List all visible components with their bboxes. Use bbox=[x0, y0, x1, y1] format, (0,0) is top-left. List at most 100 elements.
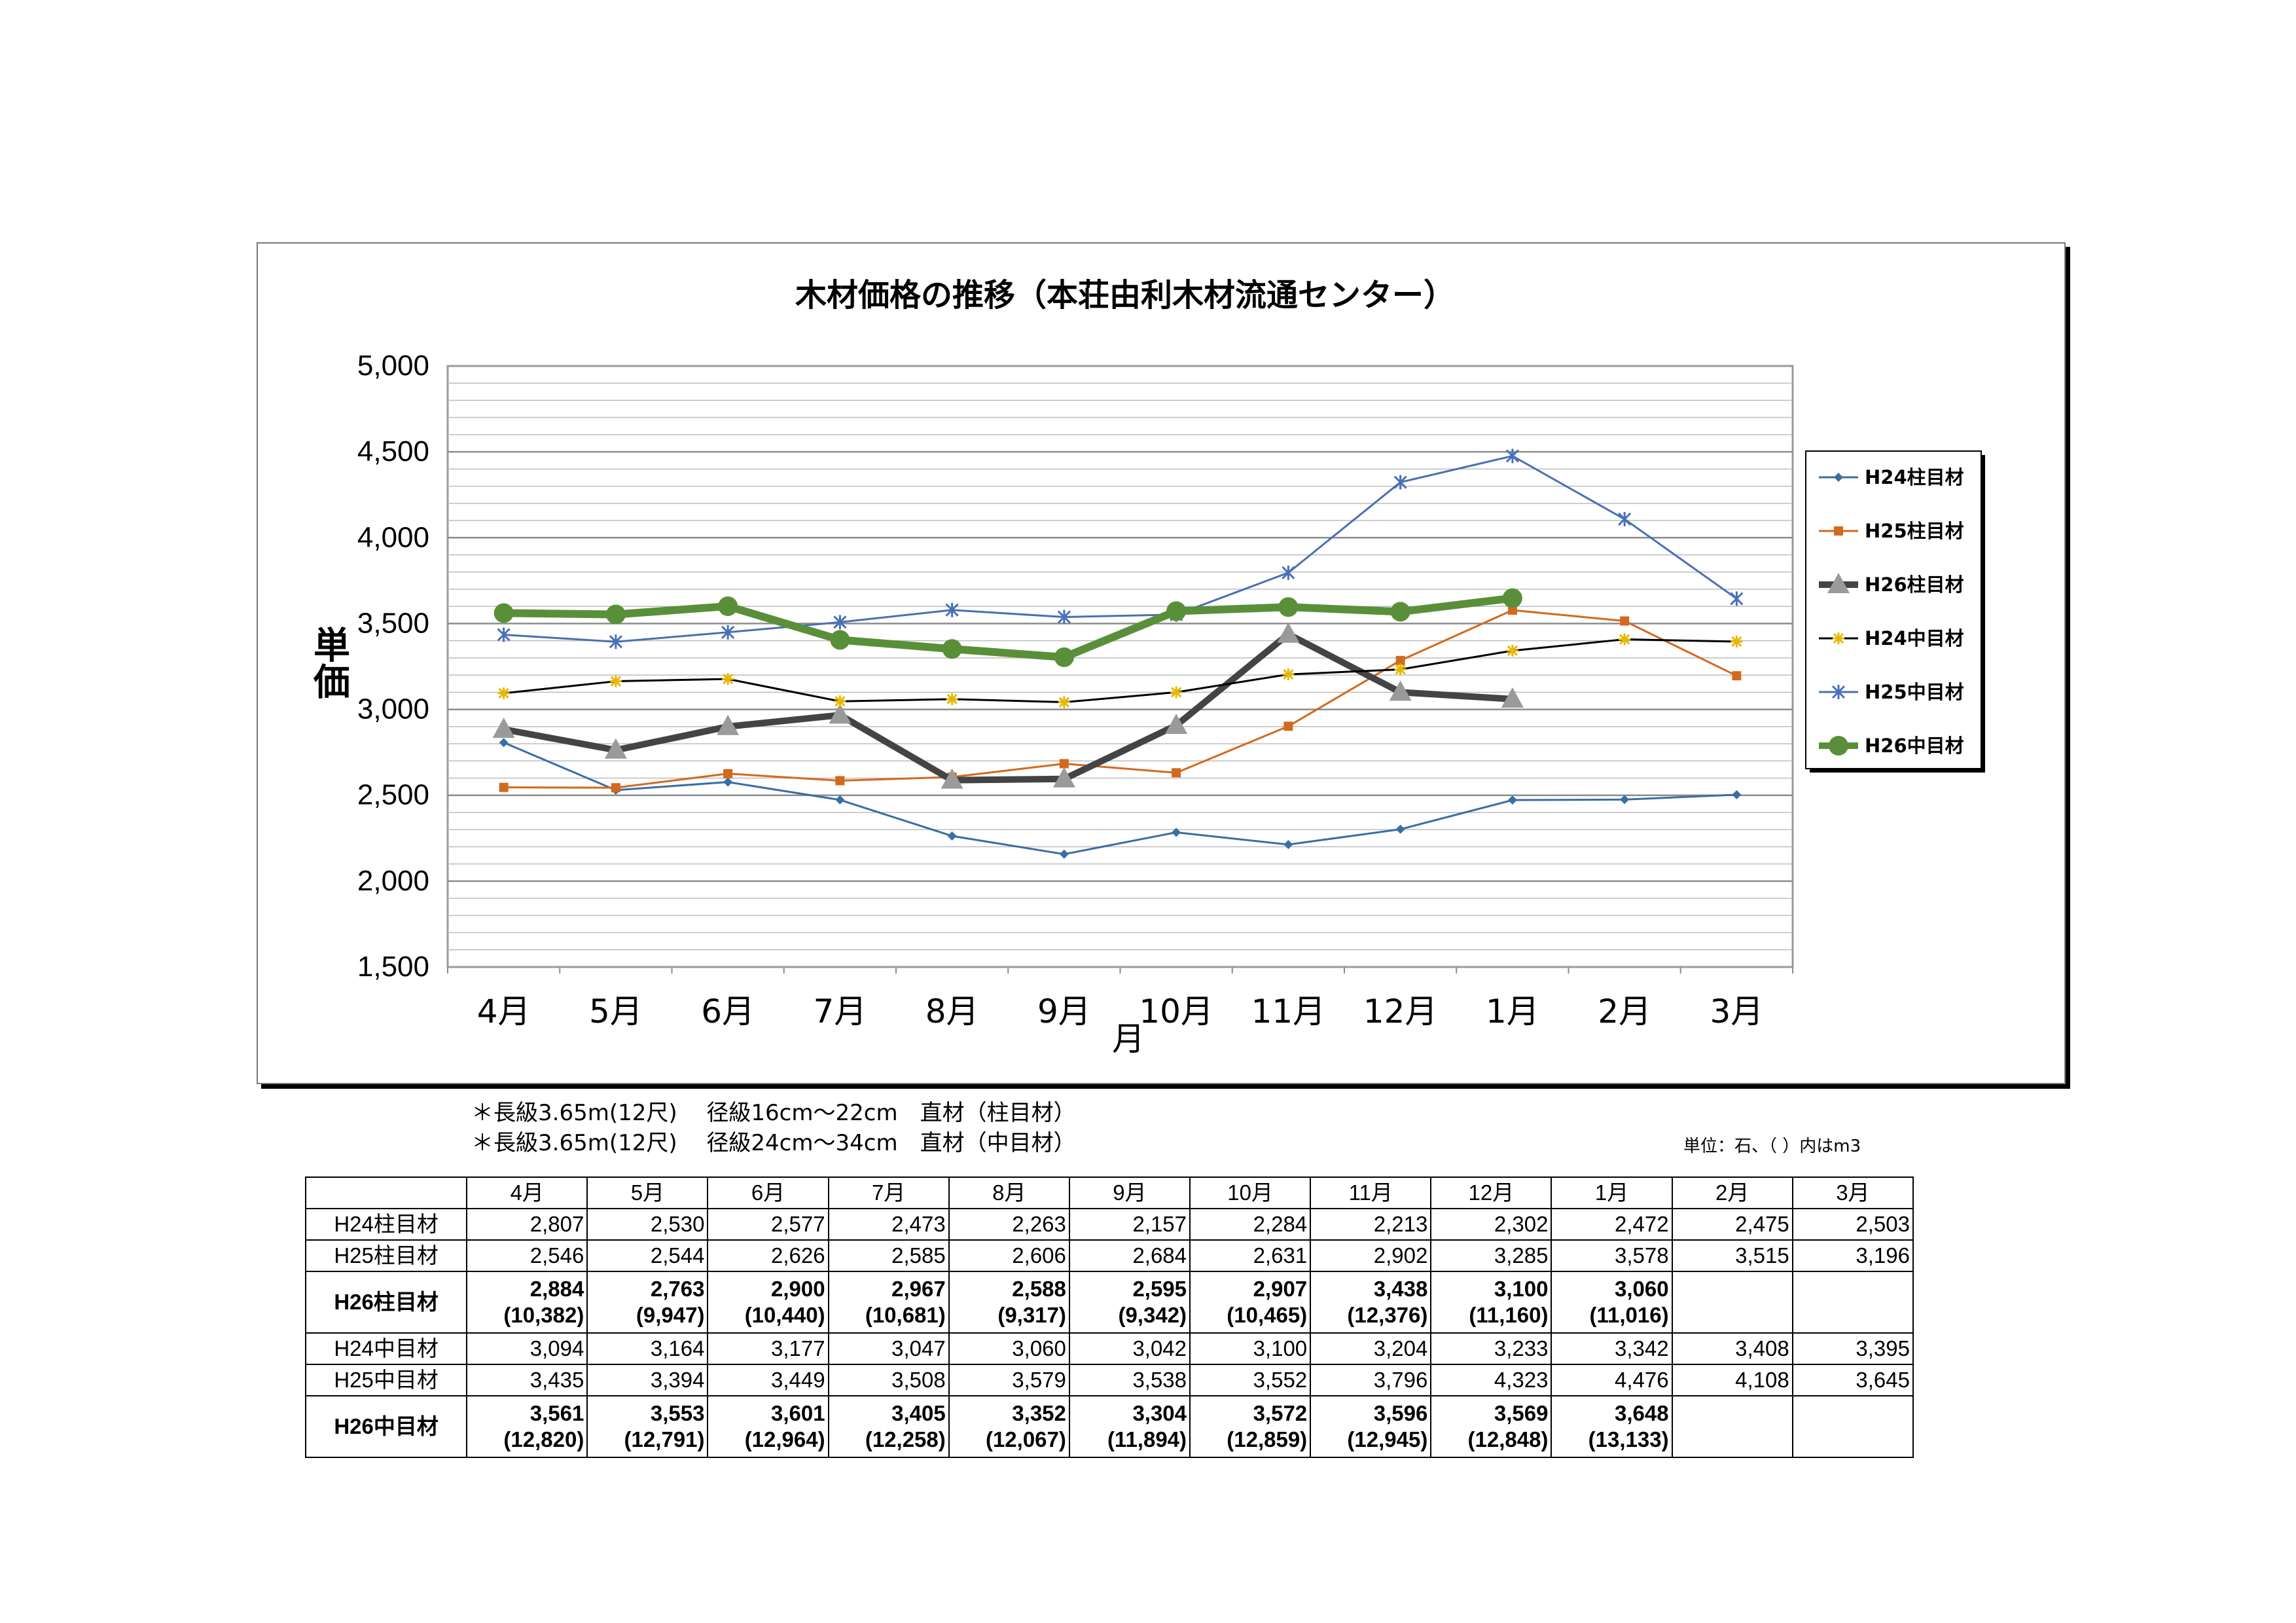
cell-volume: (12,945) bbox=[1347, 1427, 1428, 1451]
table-cell: 2,763 (9,947) bbox=[586, 1271, 709, 1334]
table-cell: 3,648 (13,133) bbox=[1551, 1395, 1673, 1458]
data-point bbox=[1052, 767, 1075, 788]
cell-volume: (12,820) bbox=[503, 1427, 584, 1451]
table-cell: 2,544 bbox=[586, 1239, 709, 1272]
cell-value: 2,900 bbox=[771, 1277, 825, 1301]
data-point bbox=[493, 603, 514, 623]
cell-volume: (12,964) bbox=[744, 1427, 825, 1451]
table-cell: 3,449 bbox=[707, 1364, 829, 1396]
table-cell: 3,578 bbox=[1551, 1239, 1673, 1272]
table-cell: 3,352 (12,067) bbox=[948, 1395, 1070, 1458]
x-tick-label: 4月 bbox=[477, 993, 531, 1030]
table-cell: 4,108 bbox=[1671, 1364, 1793, 1396]
table-cell: 2,577 bbox=[707, 1208, 829, 1241]
row-label: H25中目材 bbox=[304, 1364, 468, 1396]
series-line bbox=[503, 741, 1737, 856]
y-tick-label: 4,500 bbox=[357, 435, 429, 467]
data-point bbox=[1389, 680, 1412, 701]
chart-frame: 1,500 2,000 2,500 3,000 3,500 4,000 4,500 5,000… bbox=[257, 242, 2066, 1084]
table-cell: 2,807 bbox=[466, 1208, 588, 1241]
cell-value: 3,100 bbox=[1494, 1277, 1549, 1301]
table-cell: 2,157 bbox=[1068, 1208, 1191, 1241]
data-point bbox=[1505, 448, 1519, 464]
table-cell: 3,435 bbox=[466, 1364, 588, 1396]
cell-volume: (12,258) bbox=[865, 1427, 946, 1451]
data-point bbox=[1278, 597, 1299, 617]
data-point bbox=[835, 776, 845, 786]
data-point bbox=[945, 602, 959, 617]
cell-volume: (12,859) bbox=[1227, 1427, 1308, 1451]
table-cell bbox=[1791, 1395, 1914, 1458]
plot-area bbox=[446, 365, 1794, 968]
table-cell: 2,475 bbox=[1671, 1208, 1793, 1241]
data-point bbox=[1282, 565, 1295, 580]
data-point bbox=[1057, 610, 1071, 625]
cell-value: 3,569 bbox=[1494, 1401, 1549, 1425]
data-point bbox=[1283, 839, 1293, 849]
data-point bbox=[941, 768, 963, 789]
x-tick-label: 10月 bbox=[1139, 993, 1213, 1030]
cell-volume: (12,791) bbox=[624, 1427, 705, 1451]
series-2 bbox=[499, 605, 1742, 793]
legend-label: H26柱目材 bbox=[1865, 574, 1964, 596]
x-tick-label: 2月 bbox=[1598, 993, 1651, 1030]
table-cell: 2,546 bbox=[466, 1239, 588, 1272]
data-point bbox=[1827, 573, 1850, 593]
cell-volume: (12,067) bbox=[985, 1427, 1066, 1451]
table-cell: 2,472 bbox=[1551, 1208, 1673, 1241]
cell-value: 2,907 bbox=[1253, 1277, 1308, 1301]
data-point bbox=[609, 675, 622, 687]
x-tick-label: 1月 bbox=[1486, 993, 1539, 1030]
table-cell: 3,515 bbox=[1671, 1239, 1793, 1272]
y-tick-label: 3,000 bbox=[357, 693, 429, 725]
cell-volume: (9,342) bbox=[1118, 1303, 1187, 1327]
series-line bbox=[503, 630, 1513, 784]
table-cell: 3,596 (12,945) bbox=[1310, 1395, 1432, 1458]
unit-note: 単位：石、（ ）内はm3 bbox=[1683, 1137, 1861, 1156]
table-cell bbox=[1791, 1271, 1914, 1334]
chart-title: 木材価格の推移（本荘由利木材流通センター） bbox=[795, 277, 1455, 314]
y-tick-label: 1,500 bbox=[357, 951, 429, 983]
legend-label: H26中目材 bbox=[1865, 735, 1964, 757]
series-line bbox=[503, 454, 1738, 643]
y-axis-label: 単価 bbox=[308, 626, 351, 699]
data-point bbox=[723, 769, 733, 778]
table-cell: 2,284 bbox=[1189, 1208, 1312, 1241]
data-point bbox=[1394, 663, 1407, 676]
table-cell: 2,631 bbox=[1189, 1239, 1312, 1272]
data-point bbox=[1731, 635, 1743, 647]
table-row: H25中目材 3,435 3,394 3,449 3,508 3,579 3,538 3,55… bbox=[304, 1364, 1914, 1396]
legend-label: H24柱目材 bbox=[1865, 466, 1964, 488]
x-tick-label: 11月 bbox=[1251, 993, 1326, 1030]
cell-volume: (11,894) bbox=[1107, 1427, 1187, 1451]
table-row: H26柱目材 2,884 (10,382) 2,763 (9,947) 2,900 (10,… bbox=[304, 1271, 1914, 1334]
data-point bbox=[1282, 668, 1295, 681]
data-point bbox=[835, 795, 845, 805]
table-header-cell: 6月 bbox=[707, 1176, 829, 1209]
data-point bbox=[1390, 602, 1410, 622]
series-line bbox=[503, 609, 1738, 789]
data-point bbox=[1732, 671, 1742, 681]
table-header-cell bbox=[304, 1176, 468, 1209]
cell-volume: (10,440) bbox=[744, 1303, 825, 1327]
x-tick-label: 8月 bbox=[925, 993, 979, 1030]
table-cell: 2,684 bbox=[1068, 1239, 1191, 1272]
data-point bbox=[497, 627, 511, 642]
data-point bbox=[942, 639, 962, 659]
table-cell: 3,100 (11,160) bbox=[1430, 1271, 1552, 1334]
table-cell: 2,585 bbox=[827, 1239, 950, 1272]
note-medium: ＊長級3.65m(12尺) 径級24cm～34cm 直材（中目材） bbox=[471, 1130, 1076, 1156]
data-point bbox=[497, 687, 510, 699]
table-row: H26中目材 3,561 (12,820) 3,553 (12,791) 3,601 (12… bbox=[304, 1395, 1914, 1458]
y-tick-label: 2,500 bbox=[357, 779, 429, 811]
table-cell: 2,302 bbox=[1430, 1208, 1552, 1241]
data-point bbox=[1833, 632, 1844, 644]
cell-value: 3,405 bbox=[891, 1401, 946, 1425]
data-point bbox=[1831, 685, 1846, 699]
legend-label: H25中目材 bbox=[1865, 681, 1964, 703]
data-point bbox=[1507, 795, 1517, 805]
data-point bbox=[605, 604, 626, 625]
data-point bbox=[1501, 687, 1524, 708]
table-header-row: 4月 5月 6月 7月 8月 9月 10月 11月 12月 1月 2月 3月 bbox=[304, 1176, 1914, 1209]
table-cell: 3,394 bbox=[586, 1364, 709, 1396]
